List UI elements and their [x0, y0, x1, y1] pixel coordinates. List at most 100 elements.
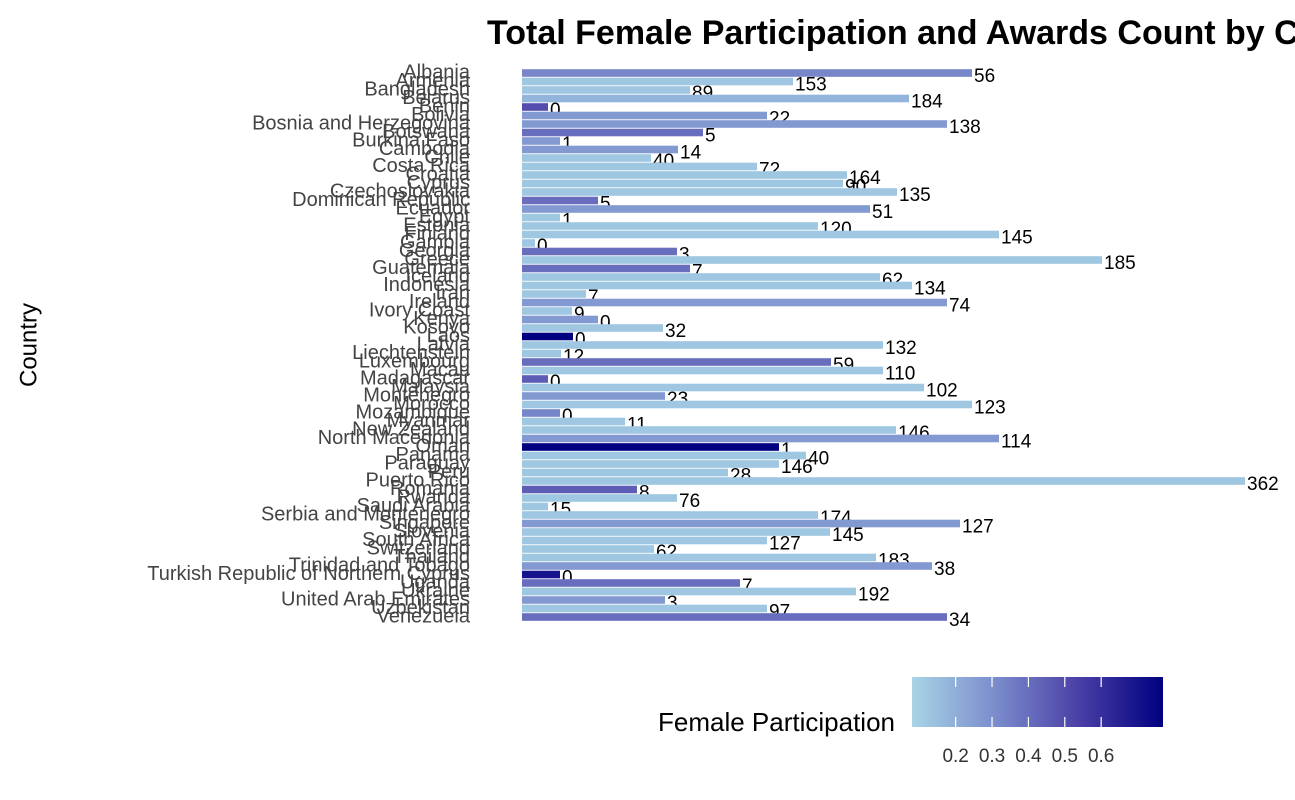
- y-tick-label: Bangladesh: [364, 78, 470, 100]
- bar: [522, 154, 651, 162]
- bar: [522, 570, 560, 579]
- data-label: 7: [588, 287, 599, 308]
- y-tick-label: Benin: [419, 95, 470, 117]
- bar: [522, 298, 947, 307]
- bar: [522, 205, 870, 213]
- bar: [522, 358, 831, 366]
- bar: [522, 383, 924, 392]
- y-tick-label: North Macedonia: [318, 427, 471, 449]
- legend-title: Female Participation: [658, 707, 895, 737]
- y-tick-label: Macau: [410, 359, 470, 381]
- bar: [522, 536, 767, 545]
- y-tick-label: Burkina Faso: [352, 129, 470, 151]
- data-label: 3: [667, 593, 678, 614]
- bar: [522, 77, 793, 86]
- y-tick-label: Armenia: [396, 70, 471, 92]
- data-label: 32: [665, 321, 686, 342]
- y-tick-label: Trinidad and Tobago: [289, 554, 470, 576]
- y-tick-label: Finland: [404, 223, 470, 245]
- bar: [522, 69, 972, 77]
- data-label: 134: [914, 279, 946, 300]
- y-tick-label: Madagascar: [360, 367, 470, 389]
- bar: [522, 324, 663, 332]
- y-tick-label: Switzerland: [367, 537, 470, 559]
- y-tick-label: Bosnia and Herzegovina: [252, 112, 471, 134]
- bar: [522, 230, 999, 239]
- data-label: 138: [949, 117, 981, 138]
- bar: [522, 188, 897, 196]
- bar: [522, 128, 703, 137]
- data-label: 362: [1247, 474, 1279, 495]
- y-tick-label: Oman: [416, 435, 470, 457]
- bar: [522, 545, 654, 553]
- data-label: 34: [949, 610, 971, 631]
- bar: [522, 222, 818, 230]
- y-tick-label: Guatemala: [372, 257, 471, 279]
- y-tick-label: Costa Rica: [372, 155, 471, 177]
- y-tick-label: Uganda: [400, 571, 471, 593]
- data-label: 110: [885, 364, 915, 385]
- data-label: 132: [885, 338, 917, 359]
- y-tick-label: Venezuela: [377, 605, 471, 627]
- bar: [522, 604, 767, 613]
- y-tick-label: Kenya: [413, 308, 471, 330]
- bar: [522, 86, 690, 94]
- bar: [522, 162, 757, 171]
- data-label: 7: [692, 262, 703, 283]
- data-label: 192: [858, 585, 890, 606]
- data-label: 123: [974, 398, 1006, 419]
- y-tick-label: Greece: [404, 248, 470, 270]
- data-label: 8: [639, 483, 650, 504]
- y-tick-label: Laos: [427, 325, 470, 347]
- bar: [522, 553, 876, 562]
- colorbar-tick-label: 0.5: [1052, 746, 1078, 767]
- y-tick-label: Botswana: [382, 121, 471, 143]
- data-label: 135: [899, 185, 931, 206]
- y-tick-label: Puerto Rico: [366, 469, 471, 491]
- bar: [522, 366, 883, 375]
- y-tick-label: Myanmar: [387, 410, 471, 432]
- colorbar-tick-label: 0.6: [1088, 746, 1114, 767]
- bar: [522, 596, 665, 604]
- bar: [522, 137, 560, 145]
- y-tick-label: Ivory Coast: [369, 299, 471, 321]
- data-label: 184: [911, 92, 943, 113]
- data-label: 185: [1104, 253, 1136, 274]
- data-label: 0: [600, 313, 611, 334]
- data-label: 0: [562, 568, 573, 589]
- bar: [522, 145, 678, 154]
- data-label: 0: [575, 330, 586, 351]
- y-tick-label: Ireland: [409, 291, 470, 313]
- y-tick-label: Uzbekistan: [371, 597, 470, 619]
- bar: [522, 341, 883, 349]
- data-label: 3: [679, 245, 690, 266]
- y-tick-label: Montenegro: [363, 384, 470, 406]
- data-label: 102: [926, 381, 958, 402]
- data-label: 5: [600, 194, 611, 215]
- bar: [522, 460, 779, 468]
- bar: [522, 273, 880, 281]
- y-tick-label: South Africa: [362, 529, 471, 551]
- y-tick-label: Iceland: [406, 265, 471, 287]
- bar: [522, 443, 779, 451]
- bar: [522, 562, 932, 570]
- bar: [522, 247, 677, 256]
- colorbar-tick-label: 0.4: [1015, 746, 1042, 767]
- y-tick-label: Turkish Republic of Northern Cyprus: [147, 563, 470, 585]
- data-label: 9: [574, 304, 585, 325]
- data-label: 56: [974, 66, 995, 87]
- data-label: 145: [1001, 228, 1033, 249]
- bar: [522, 111, 767, 120]
- y-tick-label: Egypt: [419, 206, 471, 228]
- data-label: 114: [1001, 432, 1032, 453]
- colorbar-tick-label: 0.3: [979, 746, 1005, 767]
- y-tick-label: Peru: [428, 461, 470, 483]
- data-label: 146: [781, 457, 813, 478]
- data-label: 0: [562, 406, 573, 427]
- bar: [522, 281, 912, 290]
- y-tick-label: Albania: [403, 61, 471, 83]
- data-label: 1: [562, 134, 573, 155]
- bar: [522, 256, 1102, 264]
- y-tick-label: Latvia: [417, 333, 471, 355]
